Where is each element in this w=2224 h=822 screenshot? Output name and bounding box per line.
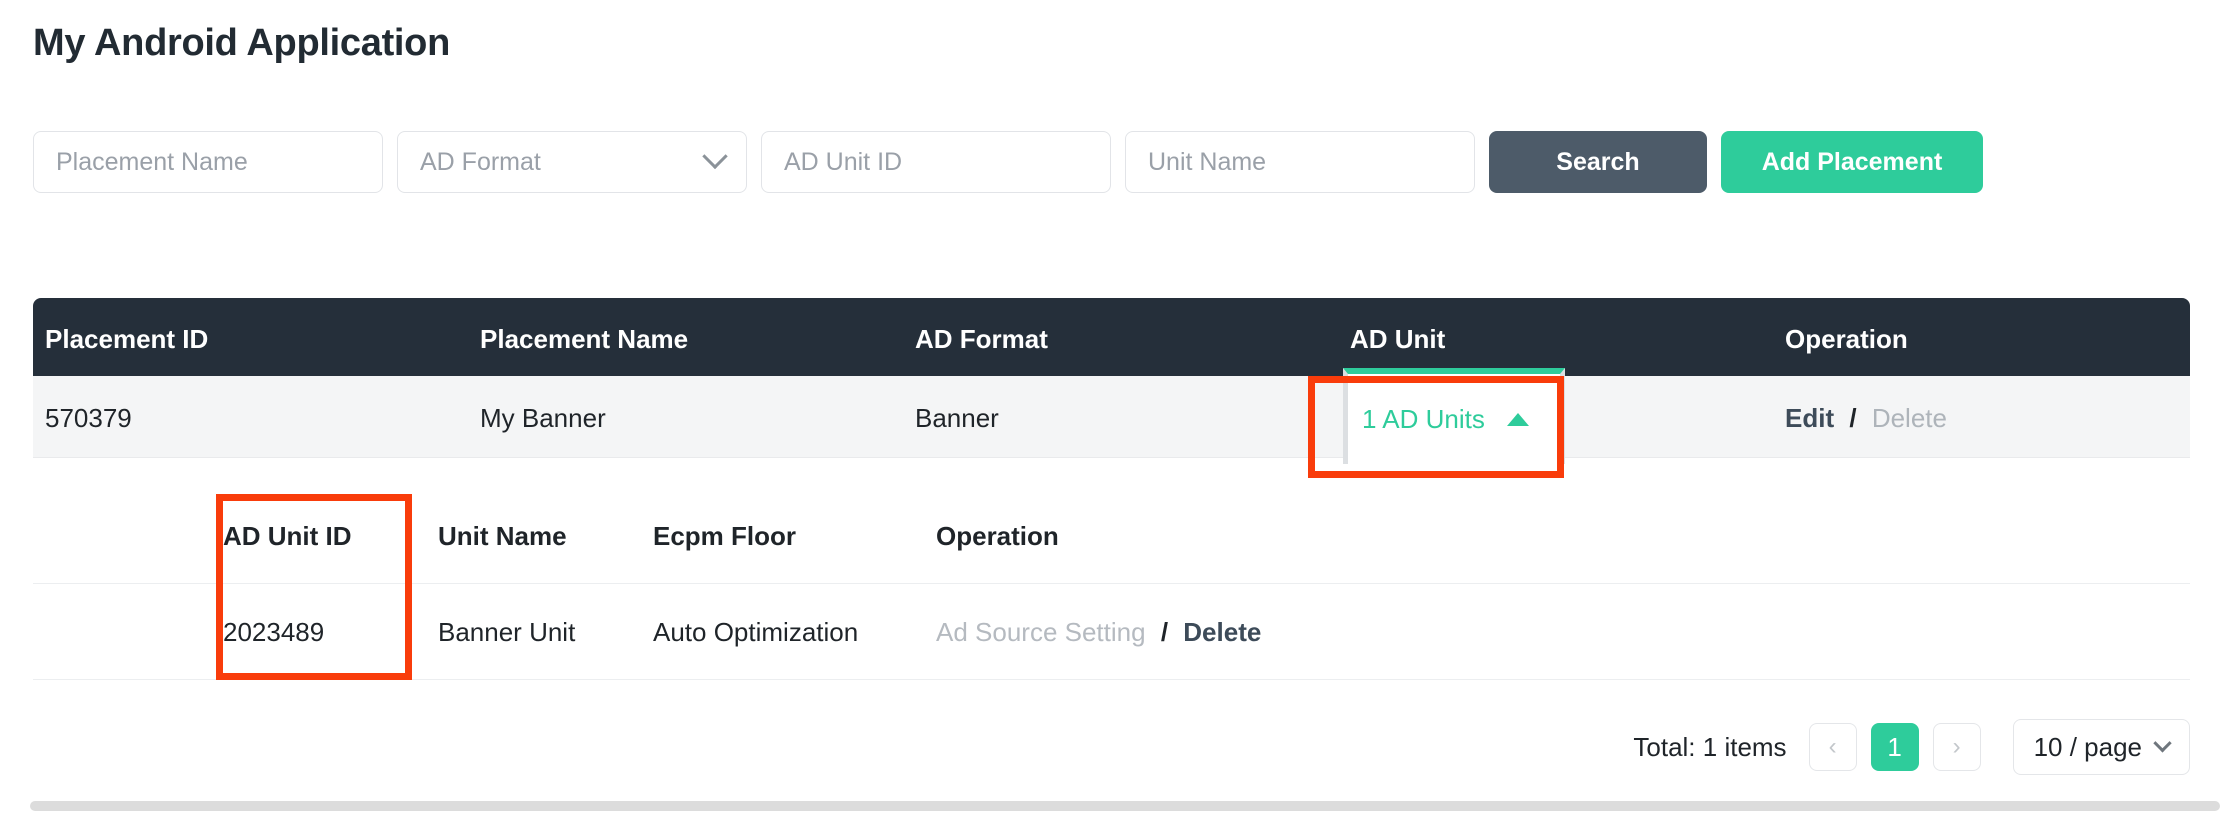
subcolumn-header-ad-unit-id: AD Unit ID (223, 521, 352, 551)
cell-ad-format: Banner (915, 403, 999, 433)
delete-link[interactable]: Delete (1871, 403, 1947, 433)
edit-link[interactable]: Edit (1785, 403, 1835, 433)
suboperation-separator: / (1160, 617, 1169, 647)
ad-unit-count-label: 1 AD Units (1362, 403, 1485, 434)
ad-unit-expand-popover[interactable]: 1 AD Units (1343, 368, 1565, 464)
add-placement-button[interactable]: Add Placement (1721, 131, 1983, 193)
table-header-row: Placement ID Placement Name AD Format AD… (33, 298, 2190, 376)
total-items-label: Total: 1 items (1633, 731, 1787, 762)
column-header-placement-name: Placement Name (480, 324, 689, 354)
filter-bar: Placement Name AD Format AD Unit ID Unit… (33, 131, 1983, 193)
cell-operation: Edit / Delete (1785, 403, 1947, 434)
chevron-down-icon (702, 143, 728, 170)
ad-unit-id-placeholder: AD Unit ID (784, 147, 903, 176)
subcolumn-header-ecpm-floor: Ecpm Floor (653, 521, 797, 551)
placement-name-placeholder: Placement Name (56, 147, 248, 176)
cell-placement-name: My Banner (480, 403, 606, 433)
placements-table: Placement ID Placement Name AD Format AD… (33, 298, 2190, 464)
horizontal-scrollbar[interactable] (30, 801, 2220, 811)
pagination: Total: 1 items ‹ 1 › 10 / page (1633, 719, 2190, 775)
subcell-unit-name: Banner Unit (438, 617, 576, 647)
page-size-select[interactable]: 10 / page (2012, 719, 2190, 775)
column-header-operation: Operation (1785, 324, 1908, 354)
ad-units-subtable: AD Unit ID Unit Name Ecpm Floor Operatio… (33, 488, 2190, 680)
chevron-down-icon (2153, 733, 2172, 752)
search-button[interactable]: Search (1489, 131, 1707, 193)
next-page-button[interactable]: › (1932, 723, 1981, 771)
unit-name-input[interactable]: Unit Name (1125, 131, 1475, 193)
column-header-ad-unit: AD Unit (1350, 324, 1446, 354)
unit-name-placeholder: Unit Name (1148, 147, 1267, 176)
placement-name-input[interactable]: Placement Name (33, 131, 383, 193)
subcolumn-header-operation: Operation (936, 521, 1059, 551)
page-number-1[interactable]: 1 (1870, 723, 1919, 771)
subcolumn-header-unit-name: Unit Name (438, 521, 567, 551)
ad-format-select[interactable]: AD Format (397, 131, 747, 193)
column-header-placement-id: Placement ID (45, 324, 209, 354)
page-title: My Android Application (33, 22, 451, 64)
operation-separator: / (1849, 403, 1857, 433)
subdelete-link[interactable]: Delete (1183, 617, 1262, 647)
cell-placement-id: 570379 (45, 403, 132, 433)
ad-unit-id-input[interactable]: AD Unit ID (761, 131, 1111, 193)
page-size-label: 10 / page (2033, 731, 2142, 762)
table-row: 570379 My Banner Banner 1 AD Units Edit … (33, 368, 2190, 464)
ad-format-placeholder: AD Format (420, 147, 541, 176)
subcell-ad-unit-id: 2023489 (223, 617, 325, 647)
prev-page-button[interactable]: ‹ (1808, 723, 1857, 771)
subtable-header-row: AD Unit ID Unit Name Ecpm Floor Operatio… (33, 488, 2190, 584)
subcell-ecpm-floor: Auto Optimization (653, 617, 859, 647)
subtable-row: 2023489 Banner Unit Auto Optimization Ad… (33, 584, 2190, 680)
ad-source-setting-link[interactable]: Ad Source Setting (936, 617, 1146, 647)
chevron-up-icon (1506, 412, 1529, 426)
column-header-ad-format: AD Format (915, 324, 1048, 354)
subcell-operation: Ad Source Setting / Delete (936, 617, 1261, 648)
